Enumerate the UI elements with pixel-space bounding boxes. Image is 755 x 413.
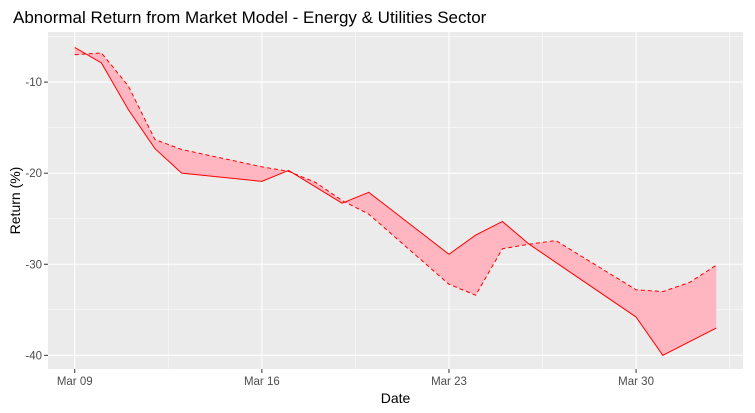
- grid-major: [48, 32, 743, 369]
- plot-panel: [48, 32, 743, 369]
- y-tick-label: -20: [25, 168, 42, 180]
- x-axis-title: Date: [381, 390, 411, 406]
- ribbon-area: [74, 47, 717, 356]
- series-line-solid: [74, 47, 717, 356]
- y-axis: -10 -20 -30 -40: [25, 77, 48, 362]
- y-tick-label: -40: [25, 350, 42, 362]
- x-tick-label: Mar 30: [618, 376, 654, 388]
- y-axis-title: Return (%): [7, 167, 23, 235]
- x-tick-label: Mar 23: [431, 376, 467, 388]
- x-tick-label: Mar 16: [244, 376, 280, 388]
- y-tick-label: -10: [25, 77, 42, 89]
- series-line-dashed: [74, 52, 717, 296]
- x-axis: Mar 09 Mar 16 Mar 23 Mar 30: [57, 369, 654, 388]
- x-tick-label: Mar 09: [57, 376, 93, 388]
- chart-title: Abnormal Return from Market Model - Ener…: [13, 8, 487, 27]
- y-tick-label: -30: [25, 259, 42, 271]
